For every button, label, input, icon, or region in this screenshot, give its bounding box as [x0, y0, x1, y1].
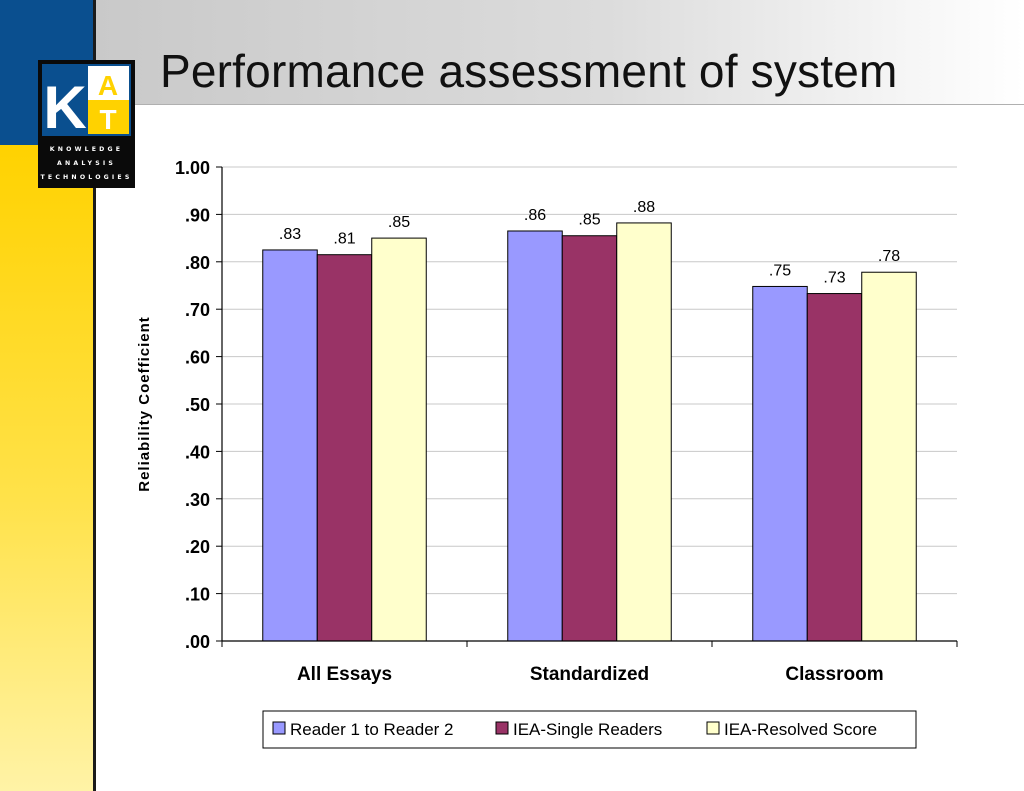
y-tick-label: .70 [185, 300, 210, 320]
bar [806, 293, 863, 642]
y-tick-label: .60 [185, 348, 210, 368]
bar [371, 237, 427, 642]
data-label: .85 [578, 212, 600, 229]
y-tick-label: .10 [185, 585, 210, 605]
logo-line-technologies: TECHNOLOGIES [40, 174, 133, 181]
y-tick-label: .80 [185, 253, 210, 273]
legend-label: Reader 1 to Reader 2 [290, 720, 454, 739]
bar [861, 271, 917, 642]
x-tick-label: Standardized [530, 664, 649, 685]
x-tick-label: All Essays [297, 664, 392, 685]
x-tick-label: Classroom [785, 664, 883, 685]
bar [616, 222, 672, 642]
title-divider [96, 104, 1024, 105]
bar [507, 230, 563, 642]
title-band [96, 0, 1024, 104]
bar [262, 249, 318, 642]
axes: .00 .10 .20 .30 .40 .50 .60 .70 .80 .90 1.00 All Es… [175, 158, 958, 685]
y-tick-label: .20 [185, 537, 210, 557]
data-label: .85 [388, 214, 410, 231]
yellow-band [0, 145, 94, 791]
y-tick-label: 1.00 [175, 158, 210, 178]
data-label: .73 [823, 270, 845, 287]
data-label: .88 [633, 199, 655, 216]
y-tick-label: .40 [185, 442, 210, 462]
y-tick-label: .90 [185, 205, 210, 225]
data-label: .78 [878, 248, 900, 265]
logo-line-knowledge: KNOWLEDGE [49, 146, 124, 153]
data-labels: .83 .81 .85 .86 .85 .88 .75 .73 .78 [279, 199, 900, 287]
data-label: .81 [333, 231, 355, 248]
bar [316, 254, 373, 642]
legend-swatch [272, 721, 286, 735]
bar [752, 285, 808, 642]
logo-letter-k: K [43, 74, 86, 141]
legend-swatch [706, 721, 720, 735]
logo-t-panel [88, 100, 129, 134]
logo-letter-a: A [98, 70, 118, 101]
legend-label: IEA-Single Readers [513, 720, 662, 739]
vertical-divider [93, 0, 96, 791]
y-tick-label: .30 [185, 490, 210, 510]
bars [262, 222, 917, 642]
page-title: Performance assessment of system [160, 45, 898, 97]
legend-swatch [495, 721, 509, 735]
legend-box [262, 710, 917, 749]
y-tick-label: .50 [185, 395, 210, 415]
legend: Reader 1 to Reader 2 IEA-Single Readers IE… [262, 710, 917, 749]
data-label: .86 [524, 207, 546, 224]
data-label: .83 [279, 226, 301, 243]
y-tick-label: .00 [185, 632, 210, 652]
kat-logo: K A T KNOWLEDGE ANALYSIS TECHNOLOGIES [38, 60, 135, 188]
legend-label: IEA-Resolved Score [724, 720, 877, 739]
logo-line-analysis: ANALYSIS [56, 160, 117, 167]
bar [561, 235, 618, 642]
logo-a-panel [88, 66, 129, 100]
y-axis-label: Reliability Coefficient [136, 316, 153, 492]
logo-letter-t: T [99, 104, 116, 135]
data-label: .75 [769, 262, 791, 279]
